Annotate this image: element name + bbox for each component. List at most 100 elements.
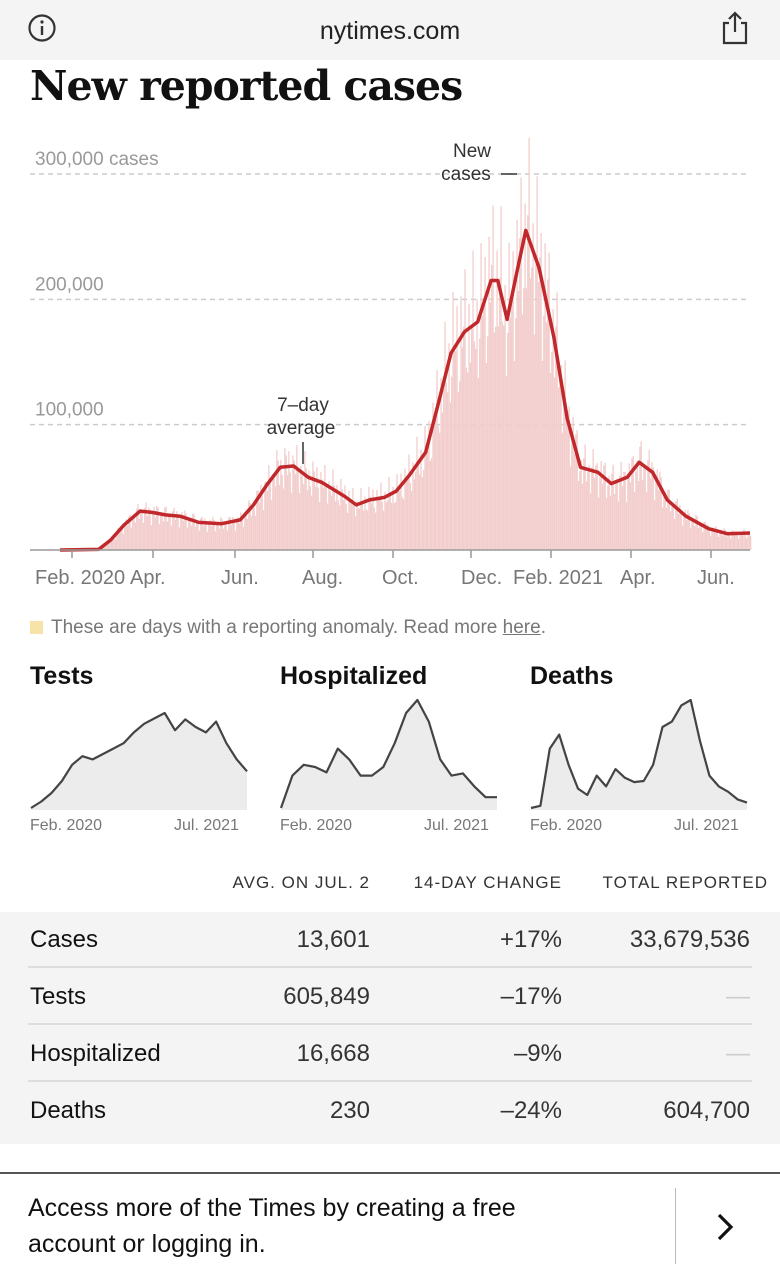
daily-case-bar (374, 507, 375, 550)
tests-sparkline (30, 692, 250, 812)
daily-case-bar (370, 497, 371, 550)
daily-case-bar (111, 542, 112, 550)
daily-case-bar (559, 379, 560, 550)
daily-case-bar (124, 526, 125, 550)
daily-case-bar (141, 510, 142, 550)
deaths-mini-chart: Deaths Feb. 2020 Jul. 2021 (530, 662, 760, 842)
daily-case-bar (254, 508, 255, 550)
daily-case-bar (223, 529, 224, 550)
daily-case-bar (423, 470, 424, 550)
daily-case-bar (583, 458, 584, 550)
daily-case-bar (459, 381, 460, 550)
daily-case-bar (523, 288, 524, 550)
daily-case-bar (390, 494, 391, 550)
daily-case-bar (323, 488, 324, 550)
daily-case-bar (578, 481, 579, 550)
daily-case-bar (355, 516, 356, 550)
daily-case-bar (650, 479, 651, 550)
daily-case-bar (187, 528, 188, 550)
daily-case-bar (169, 515, 170, 550)
daily-case-bar (615, 483, 616, 550)
daily-case-bar (310, 486, 311, 550)
daily-case-bar (292, 456, 293, 550)
daily-case-bar (706, 530, 707, 550)
daily-case-bar (446, 382, 447, 550)
daily-case-bar (476, 299, 477, 550)
daily-case-bar (548, 253, 549, 550)
daily-case-bar (468, 304, 469, 550)
daily-case-bar (641, 441, 642, 550)
y-tick-label: 100,000 (35, 400, 104, 421)
daily-case-bar (160, 515, 161, 550)
daily-case-bar (177, 515, 178, 551)
daily-case-bar (266, 482, 267, 550)
daily-case-bar (719, 531, 720, 550)
signup-banner[interactable]: Access more of the Times by creating a f… (0, 1172, 780, 1282)
daily-case-bar (416, 437, 417, 550)
daily-case-bar (564, 360, 565, 550)
daily-case-bar (294, 461, 295, 550)
daily-case-bar (558, 387, 559, 550)
daily-case-bar (531, 267, 532, 550)
daily-case-bar (436, 370, 437, 550)
mini-x-end: Jul. 2021 (674, 817, 739, 835)
daily-case-bar (729, 534, 730, 550)
share-icon[interactable] (720, 10, 750, 46)
url-domain[interactable]: nytimes.com (0, 17, 780, 46)
daily-case-bar (331, 496, 332, 550)
daily-case-bar (286, 455, 287, 550)
daily-case-bar (455, 351, 456, 550)
daily-case-bar (470, 363, 471, 550)
daily-case-bar (343, 500, 344, 550)
daily-case-bar (127, 526, 128, 550)
daily-case-bar (300, 466, 301, 550)
daily-case-bar (239, 523, 240, 550)
daily-case-bar (462, 347, 463, 550)
daily-case-bar (319, 502, 320, 550)
daily-case-bar (115, 540, 116, 550)
daily-case-bar (208, 521, 209, 550)
daily-case-bar (518, 291, 519, 550)
daily-case-bar (539, 257, 540, 550)
daily-case-bar (145, 502, 146, 550)
daily-case-bar (535, 265, 536, 550)
daily-case-bar (188, 519, 189, 550)
mini-x-end: Jul. 2021 (424, 817, 489, 835)
daily-case-bar (231, 525, 232, 550)
daily-case-bar (168, 514, 169, 550)
daily-case-bar (614, 494, 615, 550)
daily-case-bar (133, 515, 134, 550)
daily-case-bar (379, 500, 380, 550)
daily-case-bar (480, 243, 481, 550)
x-tick-label: Jun. (697, 567, 735, 589)
chevron-right-icon[interactable] (710, 1212, 740, 1242)
deaths-sparkline (530, 692, 750, 812)
daily-case-bar (658, 490, 659, 550)
daily-case-bar (543, 316, 544, 550)
summary-table: Cases 13,601 +17% 33,679,536 Tests 605,8… (0, 912, 780, 1144)
daily-case-bar (442, 413, 443, 550)
daily-case-bar (646, 492, 647, 550)
daily-case-bar (701, 525, 702, 550)
daily-case-bar (627, 479, 628, 550)
daily-case-bar (566, 421, 567, 550)
daily-case-bar (450, 402, 451, 550)
daily-case-bar (350, 499, 351, 550)
row-change: –24% (501, 1097, 562, 1125)
daily-case-bar (693, 519, 694, 550)
daily-case-bar (686, 520, 687, 550)
daily-case-bar (682, 525, 683, 550)
x-tick-label: Apr. (620, 567, 656, 589)
daily-case-bar (382, 502, 383, 550)
daily-case-bar (673, 505, 674, 550)
daily-case-bar (625, 472, 626, 550)
daily-case-bar (195, 527, 196, 550)
daily-case-bar (726, 537, 727, 550)
daily-case-bar (502, 322, 503, 551)
daily-case-bar (328, 481, 329, 550)
daily-case-bar (171, 526, 172, 550)
read-more-link[interactable]: here (503, 617, 541, 638)
banner-text[interactable]: Access more of the Times by creating a f… (28, 1190, 588, 1262)
daily-case-bar (403, 499, 404, 550)
